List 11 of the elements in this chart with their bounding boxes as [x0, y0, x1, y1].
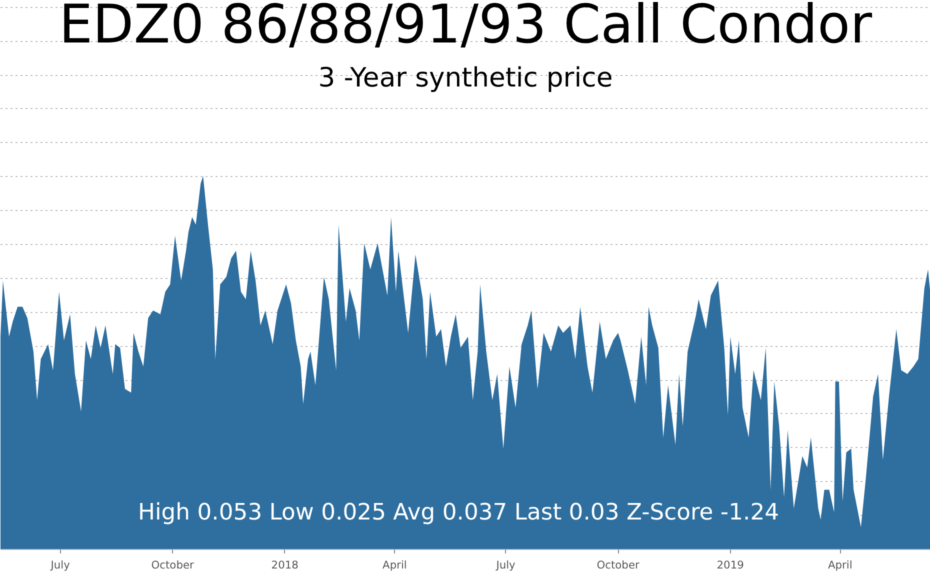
x-tick-label: July — [50, 558, 70, 572]
x-tick-label: 2019 — [716, 558, 744, 572]
x-tick-label: April — [382, 558, 407, 572]
chart-title: EDZ0 86/88/91/93 Call Condor — [58, 0, 872, 56]
x-tick-label: October — [151, 558, 195, 572]
x-tick-label: July — [495, 558, 516, 572]
x-tick-label: April — [828, 558, 852, 572]
chart-subtitle: 3 -Year synthetic price — [318, 62, 613, 94]
x-tick-label: 2018 — [271, 558, 299, 572]
x-tick-label: October — [596, 558, 640, 572]
annotation: High 0.053 Low 0.025 Avg 0.037 Last 0.03 Z-Score -1.24 — [138, 500, 780, 526]
